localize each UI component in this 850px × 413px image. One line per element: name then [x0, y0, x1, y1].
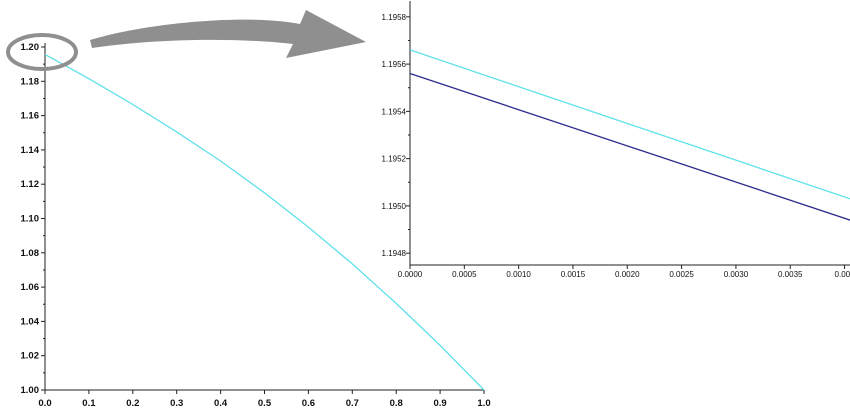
zoom-y-tick-label: 1.1956 — [382, 60, 407, 69]
main-x-tick-label: 0.4 — [214, 398, 228, 409]
main-y-tick-label: 1.20 — [21, 42, 40, 53]
main-y-tick-label: 1.12 — [21, 179, 40, 190]
zoom-region-ellipse — [6, 33, 78, 71]
main-x-tick-label: 0.0 — [38, 398, 51, 409]
main-x-tick-label: 1.0 — [477, 398, 490, 409]
main-chart: 0.0 0.1 0.2 0.3 0.4 0.5 0.6 0.7 0.8 0.9 1.0 1.00 1.0… — [21, 42, 491, 409]
zoom-x-tick-label: 0.004 — [835, 270, 850, 279]
main-x-tick-label: 0.2 — [126, 398, 139, 409]
main-y-tick-label: 1.02 — [21, 351, 40, 362]
main-x-tick-label: 0.5 — [258, 398, 272, 409]
main-x-tick-label: 0.1 — [82, 398, 96, 409]
main-x-tick-label: 0.3 — [170, 398, 183, 409]
main-y-tick-label: 1.06 — [21, 282, 40, 293]
zoom-series-line-1 — [409, 49, 850, 200]
zoom-y-tick-label: 1.1950 — [382, 202, 407, 211]
main-y-tick-label: 1.04 — [21, 316, 40, 327]
main-y-tick-label: 1.16 — [21, 111, 40, 122]
main-y-tick-label: 1.10 — [21, 214, 40, 225]
main-x-tick-label: 0.7 — [346, 398, 359, 409]
main-y-tick-label: 1.08 — [21, 248, 40, 259]
zoom-x-tick-label: 0.0025 — [669, 270, 694, 279]
zoom-y-tick-label: 1.1954 — [382, 107, 407, 116]
zoom-chart: 0.0000 0.0005 0.0010 0.0015 0.0020 0.0025 0.00… — [382, 1, 850, 279]
zoom-series-line-2 — [409, 72, 850, 221]
main-y-tick-label: 1.14 — [21, 145, 40, 156]
main-y-tick-label: 1.18 — [21, 76, 40, 87]
zoom-x-tick-label: 0.0030 — [724, 270, 749, 279]
zoom-x-tick-label: 0.0020 — [615, 270, 640, 279]
main-x-tick-label: 0.6 — [302, 398, 315, 409]
zoom-x-tick-label: 0.0005 — [452, 270, 477, 279]
zoom-x-tick-label: 0.0015 — [561, 270, 586, 279]
zoom-x-tick-label: 0.0000 — [398, 270, 423, 279]
zoom-arrow-icon — [90, 10, 366, 58]
zoom-y-tick-label: 1.1958 — [382, 13, 407, 22]
zoom-y-tick-label: 1.1952 — [382, 155, 407, 164]
zoom-x-tick-label: 0.0010 — [506, 270, 531, 279]
main-x-tick-label: 0.9 — [433, 398, 446, 409]
main-y-tick-label: 1.00 — [21, 385, 40, 396]
main-series-line-1 — [44, 53, 485, 391]
zoom-y-tick-label: 1.1948 — [382, 249, 407, 258]
main-x-tick-label: 0.8 — [390, 398, 403, 409]
zoom-x-tick-label: 0.0035 — [778, 270, 803, 279]
